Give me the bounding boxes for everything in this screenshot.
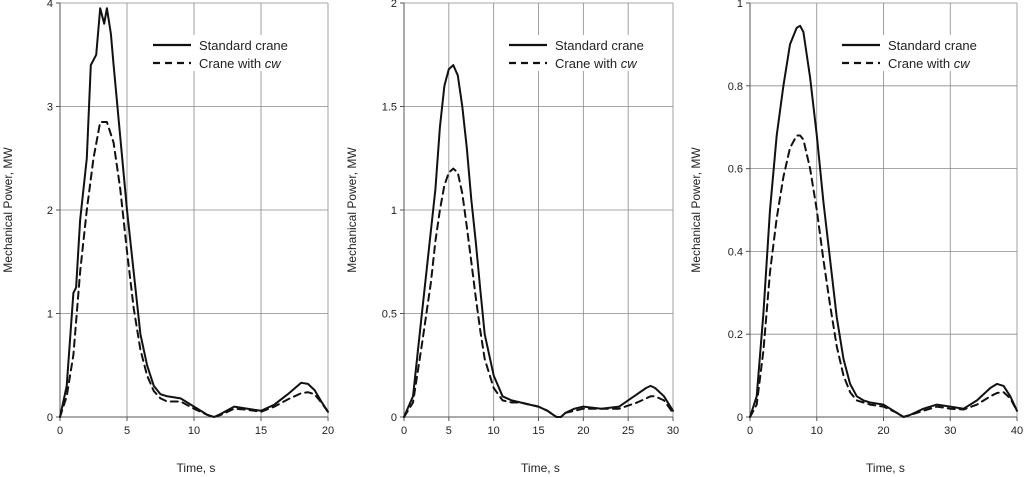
x-tick-label: 0 xyxy=(57,425,63,437)
y-tick-label: 0 xyxy=(47,412,53,424)
legend-label-crane-with-cw: Crane with cw xyxy=(555,56,638,71)
legend-label-crane-with-cw: Crane with cw xyxy=(888,56,971,71)
y-axis-label: Mechanical Power, MW xyxy=(689,147,703,273)
y-tick-label: 4 xyxy=(47,0,53,10)
y-tick-label: 0.6 xyxy=(728,164,743,176)
x-axis-label: Time, s xyxy=(177,461,216,475)
y-tick-label: 0.5 xyxy=(382,309,397,321)
y-tick-label: 0 xyxy=(391,412,397,424)
x-tick-label: 20 xyxy=(322,425,334,437)
x-tick-label: 30 xyxy=(944,425,956,437)
series-line-standard-crane xyxy=(59,7,329,418)
y-tick-label: 0.2 xyxy=(728,329,743,341)
series-line-crane-with-cw xyxy=(59,121,329,418)
x-tick-label: 5 xyxy=(446,425,452,437)
legend-background xyxy=(836,35,986,71)
series-line-crane-with-cw xyxy=(749,134,1018,418)
y-tick-label: 1 xyxy=(737,0,743,10)
y-axis-label: Mechanical Power, MW xyxy=(345,147,359,273)
y-tick-label: 1.5 xyxy=(382,102,397,114)
y-tick-label: 0 xyxy=(737,412,743,424)
y-tick-label: 0.4 xyxy=(728,246,743,258)
legend-label-standard-crane: Standard crane xyxy=(555,38,644,53)
legend: Standard crane Crane with cw xyxy=(503,35,653,71)
legend: Standard crane Crane with cw xyxy=(836,35,986,71)
series-line-standard-crane xyxy=(403,64,674,418)
y-tick-label: 1 xyxy=(391,205,397,217)
legend-background xyxy=(503,35,653,71)
x-axis-label: Time, s xyxy=(521,461,560,475)
chart-panel-2: 0 5 10 15 20 25 30 0 0.5 1 1.5 2 Time, s Mechanical P… xyxy=(345,0,679,475)
x-tick-label: 10 xyxy=(811,425,823,437)
x-tick-label: 25 xyxy=(622,425,634,437)
y-tick-label: 2 xyxy=(47,205,53,217)
legend-label-standard-crane: Standard crane xyxy=(888,38,977,53)
x-tick-label: 10 xyxy=(488,425,500,437)
y-tick-label: 2 xyxy=(391,0,397,10)
legend: Standard crane Crane with cw xyxy=(147,35,297,71)
x-tick-label: 40 xyxy=(1011,425,1023,437)
series-line-standard-crane xyxy=(749,24,1018,418)
legend-label-standard-crane: Standard crane xyxy=(199,38,288,53)
x-tick-label: 20 xyxy=(577,425,589,437)
chart-panel-1: 0 5 10 15 20 0 1 2 3 4 Time, s Mechanical Power, MW… xyxy=(1,0,334,475)
legend-label-crane-with-cw: Crane with cw xyxy=(199,56,282,71)
x-tick-label: 0 xyxy=(747,425,753,437)
y-tick-label: 3 xyxy=(47,102,53,114)
legend-background xyxy=(147,35,297,71)
chart-panel-3: 0 10 20 30 40 0 0.2 0.4 0.6 0.8 1 Time, s Mechanical… xyxy=(689,0,1023,475)
x-tick-label: 15 xyxy=(532,425,544,437)
y-axis-label: Mechanical Power, MW xyxy=(1,147,15,273)
x-tick-label: 0 xyxy=(401,425,407,437)
y-tick-label: 0.8 xyxy=(728,81,743,93)
x-axis-label: Time, s xyxy=(866,461,905,475)
x-tick-label: 5 xyxy=(124,425,130,437)
x-tick-label: 15 xyxy=(255,425,267,437)
x-tick-label: 20 xyxy=(877,425,889,437)
series-line-crane-with-cw xyxy=(403,167,674,418)
y-tick-label: 1 xyxy=(47,309,53,321)
x-tick-label: 10 xyxy=(188,425,200,437)
x-tick-label: 30 xyxy=(667,425,679,437)
